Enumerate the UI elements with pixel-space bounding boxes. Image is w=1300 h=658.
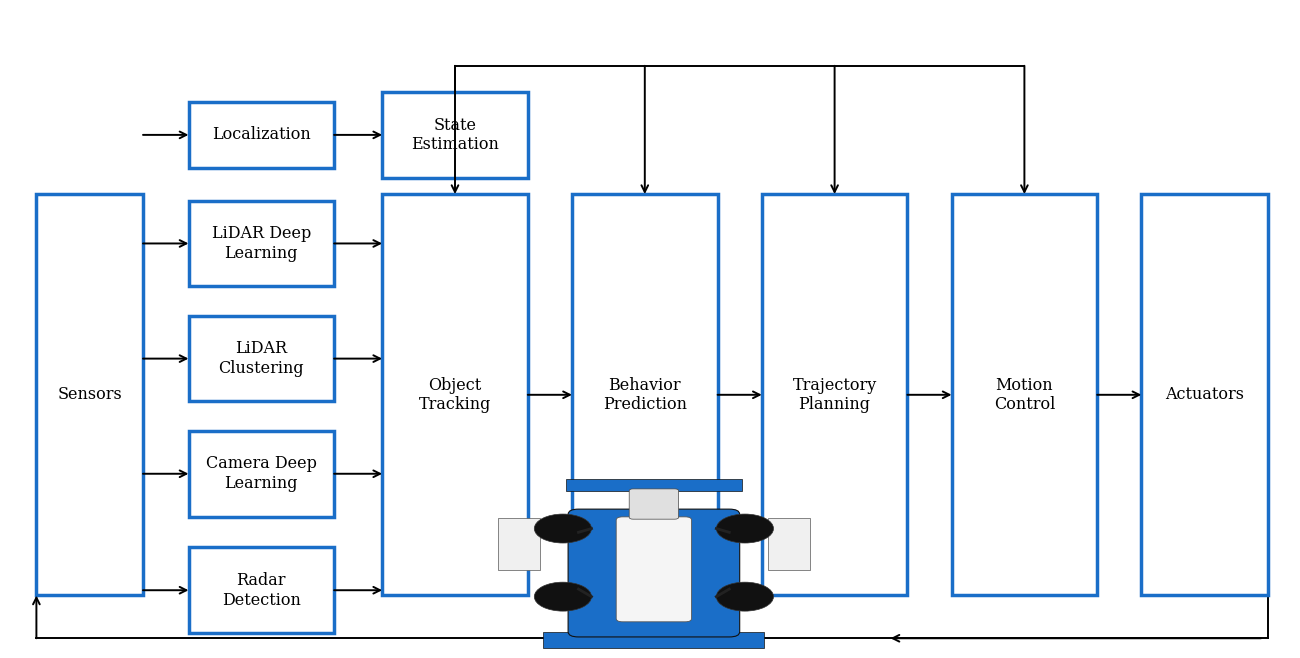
Bar (188, 547, 334, 633)
Bar (382, 194, 528, 595)
Text: State
Estimation: State Estimation (411, 116, 499, 153)
Text: Object
Tracking: Object Tracking (419, 376, 491, 413)
Text: Camera Deep
Learning: Camera Deep Learning (205, 455, 317, 492)
Text: LiDAR
Clustering: LiDAR Clustering (218, 340, 304, 377)
Circle shape (534, 582, 592, 611)
Bar (952, 194, 1097, 595)
Bar (188, 316, 334, 401)
Bar (768, 517, 810, 570)
Bar (498, 517, 540, 570)
Text: Sensors: Sensors (57, 386, 122, 403)
FancyBboxPatch shape (616, 517, 692, 622)
Bar (382, 92, 528, 178)
FancyBboxPatch shape (629, 489, 679, 519)
Bar (188, 431, 334, 517)
Text: Trajectory
Planning: Trajectory Planning (793, 376, 876, 413)
Circle shape (534, 514, 592, 543)
Bar (572, 194, 718, 595)
Bar (1141, 194, 1268, 595)
FancyBboxPatch shape (568, 509, 740, 637)
Text: Actuators: Actuators (1165, 386, 1244, 403)
Text: Behavior
Prediction: Behavior Prediction (603, 376, 686, 413)
Text: Radar
Detection: Radar Detection (222, 572, 300, 609)
Bar (543, 632, 764, 648)
Bar (188, 102, 334, 168)
Bar (188, 201, 334, 286)
Text: LiDAR Deep
Learning: LiDAR Deep Learning (212, 225, 311, 262)
Text: Motion
Control: Motion Control (993, 376, 1056, 413)
Circle shape (716, 582, 774, 611)
Bar (566, 479, 742, 491)
Bar (36, 194, 143, 595)
Text: Localization: Localization (212, 126, 311, 143)
Bar (762, 194, 907, 595)
Circle shape (716, 514, 774, 543)
